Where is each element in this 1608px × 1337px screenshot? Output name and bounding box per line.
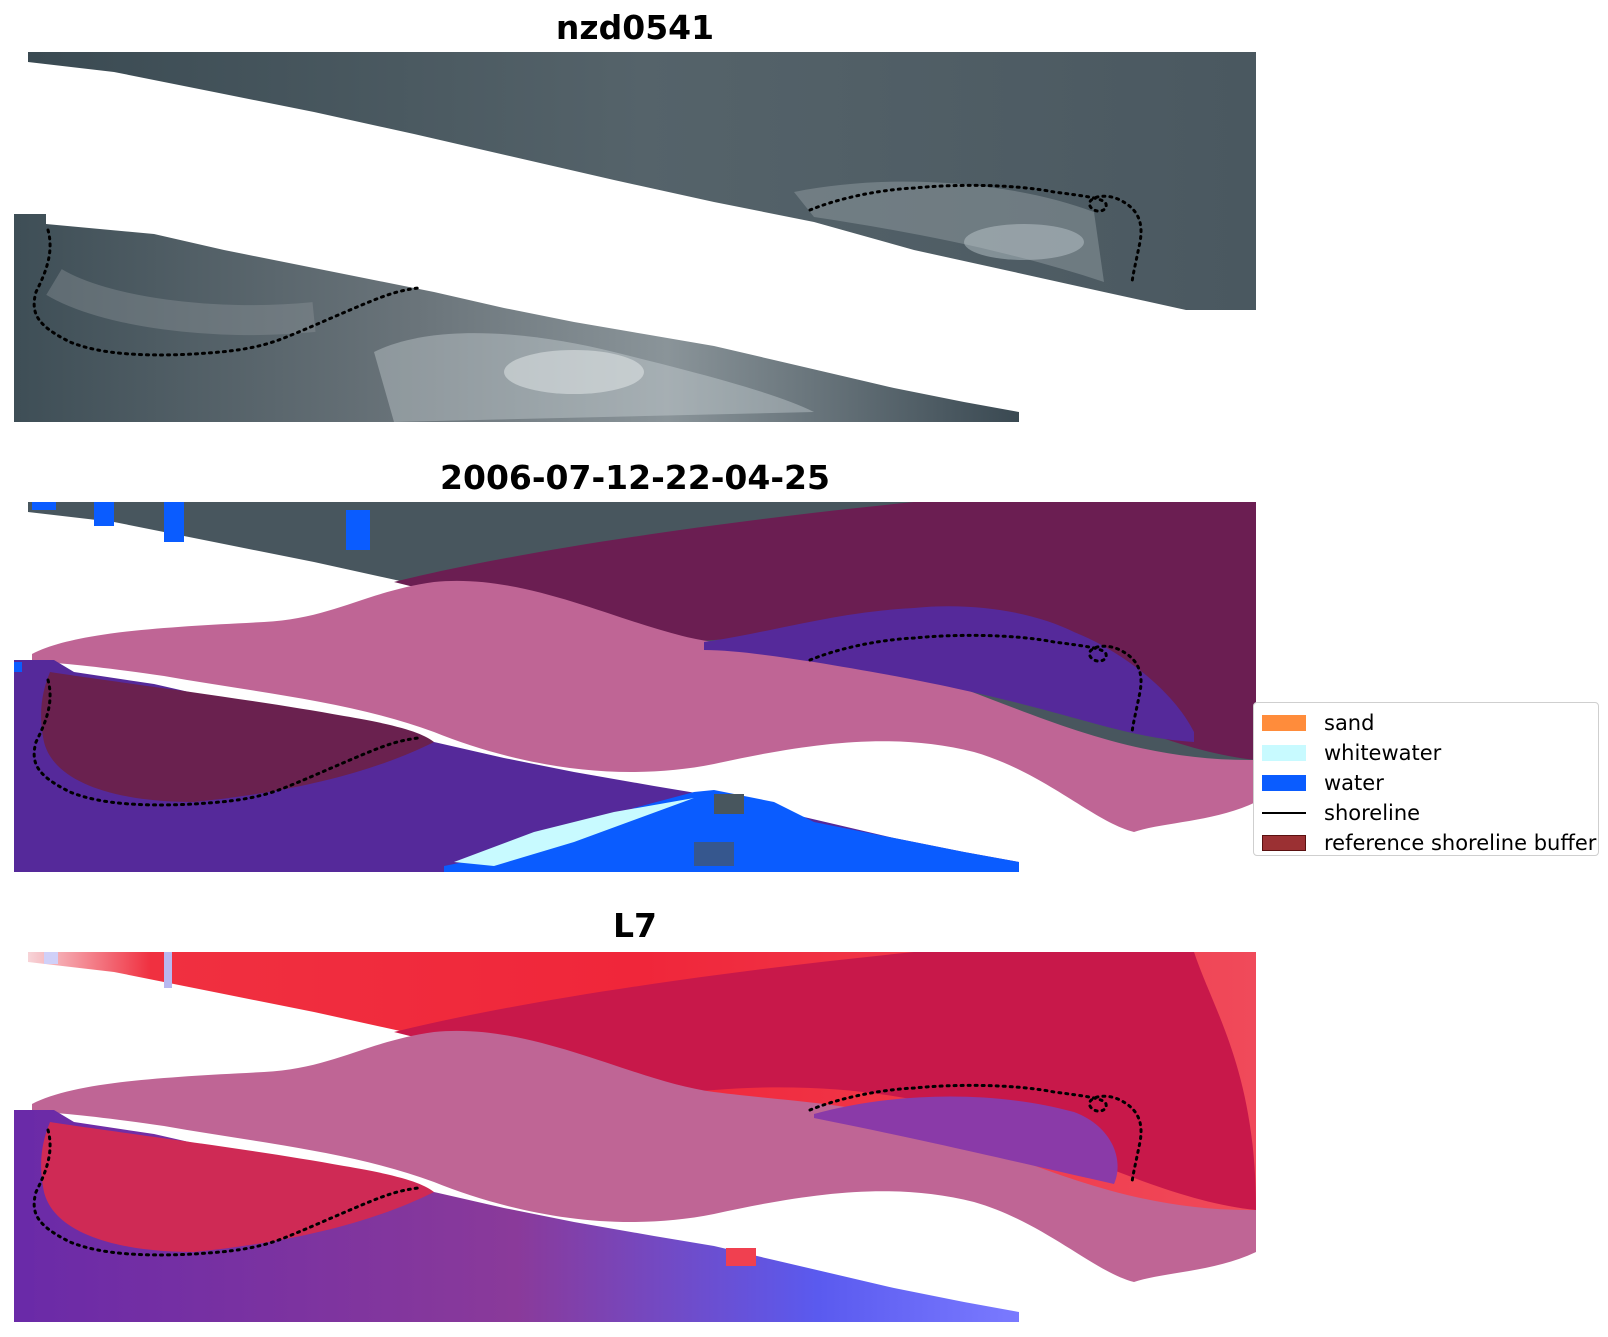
- shoreline-upper: [808, 1083, 1143, 1186]
- legend-label: shoreline: [1324, 801, 1421, 825]
- panel-title-index: L7: [613, 906, 657, 945]
- buffer-band: [32, 580, 1256, 832]
- panel-title-classification: 2006-07-12-22-04-25: [440, 458, 830, 497]
- legend-item-reference-buffer: reference shoreline buffer: [1262, 828, 1596, 858]
- index-image-panel: [14, 952, 1256, 1322]
- legend-line-shoreline: [1262, 812, 1306, 814]
- legend-swatch-whitewater: [1262, 745, 1306, 761]
- shoreline-upper: [808, 633, 1143, 736]
- shoreline-lower: [32, 1128, 420, 1257]
- buffer-band: [32, 1030, 1256, 1282]
- legend-swatch-reference-buffer: [1262, 835, 1306, 851]
- shoreline-upper: [808, 183, 1143, 286]
- rgb-image-panel: [14, 52, 1256, 422]
- legend-label: whitewater: [1324, 741, 1442, 765]
- legend-swatch-sand: [1262, 715, 1306, 731]
- legend-item-water: water: [1262, 768, 1590, 798]
- legend-swatch-water: [1262, 775, 1306, 791]
- legend-label: water: [1324, 771, 1384, 795]
- legend-label: sand: [1324, 711, 1375, 735]
- shoreline-lower: [32, 678, 420, 807]
- panel-title-rgb: nzd0541: [555, 8, 715, 47]
- legend: sand whitewater water shoreline referenc…: [1253, 702, 1599, 856]
- legend-label: reference shoreline buffer: [1324, 831, 1597, 855]
- imagery-lower-strip: [14, 214, 1019, 422]
- legend-item-sand: sand: [1262, 708, 1590, 738]
- classification-panel: [14, 502, 1256, 872]
- imagery-upper-strip: [28, 52, 1256, 310]
- shoreline-lower: [32, 228, 420, 357]
- legend-item-whitewater: whitewater: [1262, 738, 1590, 768]
- legend-item-shoreline: shoreline: [1262, 798, 1590, 828]
